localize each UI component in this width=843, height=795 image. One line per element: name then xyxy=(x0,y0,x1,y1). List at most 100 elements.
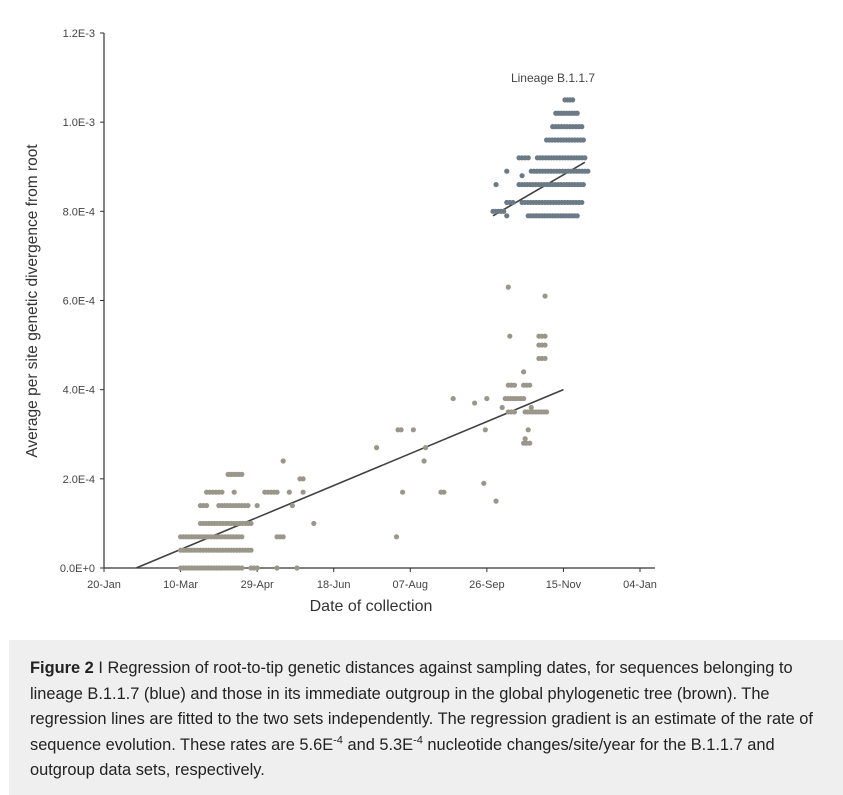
y-tick-label: 6.0E-4 xyxy=(63,296,95,308)
data-point xyxy=(482,427,488,433)
y-axis-title: Average per site genetic divergence from… xyxy=(24,144,41,458)
data-point xyxy=(510,199,516,206)
figure-label: Figure 2 xyxy=(30,659,94,677)
y-tick-label: 2.0E-4 xyxy=(63,474,95,486)
data-point xyxy=(254,565,260,571)
data-point xyxy=(248,547,254,553)
x-tick-label: 18-Jun xyxy=(317,579,351,591)
data-point xyxy=(393,534,400,540)
y-tick-labels: 0.0E+0 2.0E-4 4.0E-4 6.0E-4 8.0E-4 1.0E-3 1.2E… xyxy=(60,28,104,575)
x-tick-label: 26-Sep xyxy=(469,579,504,591)
data-point xyxy=(239,534,245,540)
data-point xyxy=(542,333,548,339)
x-tick-label: 10-Mar xyxy=(163,579,198,591)
caption-sup-2: -4 xyxy=(413,734,423,747)
data-point xyxy=(505,284,511,290)
data-point xyxy=(248,520,254,527)
data-point xyxy=(239,471,245,477)
data-point xyxy=(580,181,586,188)
data-point xyxy=(522,436,528,442)
data-point xyxy=(274,565,280,571)
data-point xyxy=(521,369,527,375)
data-point xyxy=(254,502,260,509)
data-point xyxy=(580,137,586,143)
x-tick-label: 04-Jan xyxy=(623,579,657,591)
x-tick-labels: 20-Jan 10-Mar 29-Apr 18-Jun 07-Aug 26-Sep 15-N… xyxy=(87,568,657,591)
data-point xyxy=(472,400,478,406)
data-point xyxy=(511,409,518,415)
data-point xyxy=(239,565,245,571)
data-point xyxy=(300,489,306,495)
y-tick-label: 1.0E-3 xyxy=(63,117,95,129)
data-point xyxy=(493,181,499,188)
data-point xyxy=(450,395,456,402)
data-point xyxy=(219,489,225,495)
x-tick-label: 07-Aug xyxy=(393,579,428,591)
data-point xyxy=(286,489,292,495)
data-point xyxy=(311,520,317,527)
data-point xyxy=(585,168,591,174)
y-tick-label: 0.0E+0 xyxy=(60,563,95,575)
data-point xyxy=(421,458,427,464)
data-point xyxy=(481,480,487,486)
data-point xyxy=(245,502,251,509)
data-point xyxy=(570,97,576,103)
data-point xyxy=(528,404,534,411)
data-point xyxy=(543,409,550,415)
data-point xyxy=(289,502,295,509)
data-point xyxy=(484,395,490,402)
data-point xyxy=(579,199,585,206)
data-point xyxy=(231,489,237,495)
caption-part-2: and 5.3E xyxy=(342,735,414,754)
data-point xyxy=(507,333,513,339)
figure-caption: Figure 2 I Regression of root-to-tip gen… xyxy=(9,640,843,795)
y-tick-label: 1.2E-3 xyxy=(63,28,95,40)
x-axis-title: Date of collection xyxy=(310,598,433,615)
data-point xyxy=(521,395,527,402)
data-point xyxy=(511,382,518,388)
lineage-annotation: Lineage B.1.1.7 xyxy=(511,71,595,85)
x-tick-label: 20-Jan xyxy=(87,579,121,591)
data-point xyxy=(294,565,300,571)
data-point xyxy=(493,498,499,504)
caption-part-3: nucleotide changes/site/year for the B.1… xyxy=(30,735,775,780)
caption-sup-1: -4 xyxy=(333,734,343,747)
caption-text: Figure 2 I Regression of root-to-tip gen… xyxy=(30,656,825,784)
x-tick-label: 15-Nov xyxy=(546,579,582,591)
caption-part-1: Regression of root-to-tip genetic distan… xyxy=(30,659,813,754)
data-points xyxy=(177,97,591,571)
data-point xyxy=(504,213,510,219)
data-point xyxy=(280,534,286,540)
data-point xyxy=(501,208,507,214)
data-point xyxy=(410,427,416,433)
regression-line-outgroup xyxy=(135,388,564,569)
data-point xyxy=(373,445,380,451)
data-point xyxy=(274,489,280,495)
data-point xyxy=(499,404,505,411)
data-point xyxy=(398,427,404,433)
data-point xyxy=(519,173,525,179)
data-point xyxy=(574,213,580,219)
data-point xyxy=(574,110,580,116)
data-point xyxy=(525,155,531,161)
y-tick-label: 4.0E-4 xyxy=(63,385,95,397)
caption-separator: I xyxy=(93,659,108,677)
y-tick-label: 8.0E-4 xyxy=(63,206,95,218)
data-point xyxy=(400,489,406,495)
data-point xyxy=(542,293,548,299)
data-point xyxy=(300,476,306,482)
data-point xyxy=(525,427,531,433)
data-point xyxy=(441,489,447,495)
data-point xyxy=(504,168,510,174)
scatter-chart: 0.0E+0 2.0E-4 4.0E-4 6.0E-4 8.0E-4 1.0E-3 1.2E… xyxy=(24,28,657,615)
data-point xyxy=(280,458,286,464)
x-tick-label: 29-Apr xyxy=(241,579,274,591)
data-point xyxy=(542,342,548,348)
data-point xyxy=(582,155,588,161)
data-point xyxy=(527,382,533,388)
data-point xyxy=(204,502,210,509)
data-point xyxy=(579,124,585,130)
data-point xyxy=(542,355,548,362)
data-point xyxy=(423,445,429,451)
data-point xyxy=(527,440,533,446)
